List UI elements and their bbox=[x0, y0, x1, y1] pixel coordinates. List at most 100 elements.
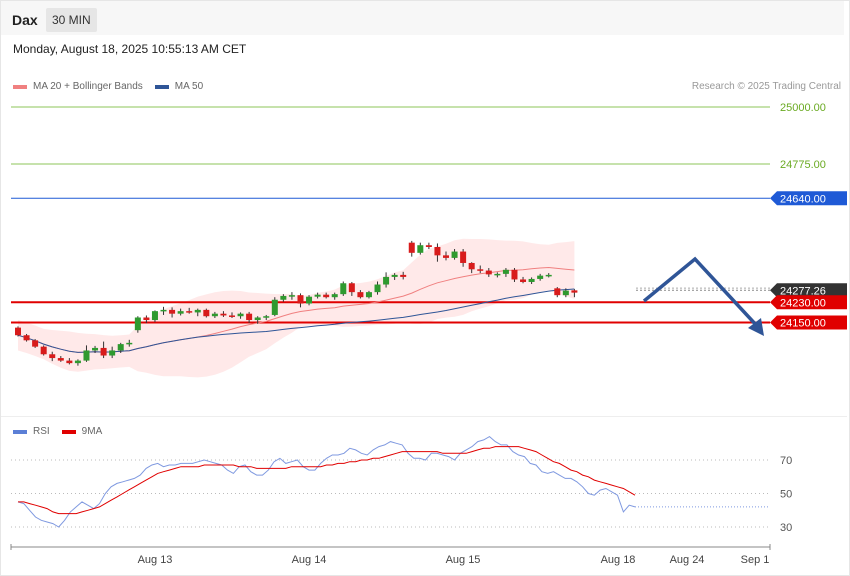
rsi-tick-label: 30 bbox=[780, 522, 792, 534]
candle-body bbox=[143, 317, 150, 321]
ma20-legend-label: MA 20 + Bollinger Bands bbox=[33, 81, 143, 92]
candle-body bbox=[443, 255, 449, 258]
candle-body bbox=[511, 269, 518, 280]
candle bbox=[537, 273, 544, 281]
rsi-line bbox=[17, 435, 636, 528]
candle bbox=[186, 307, 193, 314]
candle-body bbox=[468, 262, 475, 270]
ma50-legend-label: MA 50 bbox=[174, 81, 204, 92]
level-label-24775.00: 24775.00 bbox=[780, 159, 826, 171]
candle-body bbox=[537, 275, 544, 279]
candle-body bbox=[169, 309, 176, 314]
candle bbox=[160, 306, 167, 315]
candle-body bbox=[571, 290, 578, 293]
candle bbox=[297, 293, 304, 308]
bollinger-band bbox=[18, 238, 575, 378]
forecast-arrow-head bbox=[748, 318, 764, 336]
candle-body bbox=[237, 313, 244, 317]
candle bbox=[502, 268, 509, 277]
candle bbox=[263, 314, 270, 321]
candle-body bbox=[23, 335, 30, 341]
candle-body bbox=[288, 295, 295, 297]
candle-body bbox=[451, 251, 458, 258]
toolbar: Dax 30 MIN bbox=[1, 1, 844, 35]
candle-body bbox=[100, 347, 107, 356]
level-tag-24277.26 bbox=[770, 283, 847, 298]
candle-body bbox=[220, 313, 227, 316]
rsi-ma-swatch bbox=[61, 429, 76, 434]
candle bbox=[408, 240, 415, 257]
candle bbox=[169, 307, 176, 318]
rsi-ma-line bbox=[18, 446, 636, 515]
candle bbox=[271, 297, 278, 317]
ma50-swatch bbox=[154, 84, 169, 89]
candle bbox=[237, 312, 244, 319]
candle-body bbox=[177, 311, 184, 314]
candle-body bbox=[211, 313, 218, 317]
credit-text: Research © 2025 Trading Central bbox=[691, 81, 841, 92]
candle-body bbox=[109, 350, 116, 356]
rsi-tick-label: 50 bbox=[780, 489, 792, 501]
candle-body bbox=[485, 270, 492, 275]
candle bbox=[83, 345, 90, 362]
candle bbox=[23, 333, 30, 342]
candle-body bbox=[57, 358, 64, 361]
candle bbox=[485, 268, 492, 277]
candle bbox=[66, 358, 73, 365]
candle bbox=[211, 311, 218, 318]
candle bbox=[15, 326, 21, 337]
candle bbox=[314, 292, 321, 299]
candle-body bbox=[186, 311, 193, 313]
candle-body bbox=[314, 294, 321, 297]
timestamp: Monday, August 18, 2025 10:55:13 AM CET bbox=[13, 42, 247, 56]
candle-body bbox=[15, 327, 21, 336]
candle bbox=[134, 316, 141, 333]
candle-body bbox=[348, 283, 355, 293]
candle-body bbox=[151, 311, 158, 321]
level-tag-24640.00 bbox=[770, 191, 847, 206]
candle-body bbox=[365, 292, 372, 298]
level-label-24640.00: 24640.00 bbox=[780, 193, 826, 205]
candle-body bbox=[340, 283, 347, 295]
candle-body bbox=[383, 276, 390, 285]
x-tick-label: Sep 1 bbox=[741, 554, 770, 566]
interval-button[interactable]: 30 MIN bbox=[46, 8, 97, 32]
candle-body bbox=[434, 246, 441, 256]
candle bbox=[434, 243, 441, 262]
candle bbox=[57, 356, 64, 362]
candle-body bbox=[126, 342, 133, 345]
candle bbox=[32, 339, 39, 348]
candle-body bbox=[331, 294, 338, 298]
candle bbox=[511, 268, 518, 282]
candle-body bbox=[425, 245, 432, 247]
candle-body bbox=[271, 299, 278, 315]
candle-body bbox=[246, 313, 253, 321]
candle-body bbox=[160, 309, 167, 312]
candle bbox=[177, 308, 184, 316]
candle bbox=[528, 277, 535, 285]
candle-body bbox=[297, 295, 304, 304]
candle bbox=[571, 289, 578, 298]
candle bbox=[100, 341, 107, 359]
candle bbox=[340, 281, 347, 296]
candle bbox=[400, 271, 407, 280]
candle bbox=[545, 273, 552, 278]
candle bbox=[562, 288, 569, 298]
candle bbox=[331, 292, 338, 300]
candle-body bbox=[400, 274, 407, 277]
candle bbox=[40, 345, 47, 356]
level-tag-24150.00 bbox=[770, 315, 847, 330]
level-tag-24230.00 bbox=[770, 295, 847, 310]
rsi-swatch bbox=[13, 429, 27, 434]
candle-body bbox=[74, 360, 81, 364]
candle-body bbox=[280, 295, 287, 300]
candle-body bbox=[32, 340, 39, 347]
candle-body bbox=[40, 346, 47, 355]
level-label-24277.26: 24277.26 bbox=[780, 285, 826, 297]
candle-body bbox=[92, 347, 99, 351]
candle bbox=[203, 308, 210, 318]
candle-body bbox=[117, 344, 124, 351]
candle bbox=[365, 290, 372, 299]
candle-body bbox=[374, 284, 381, 293]
